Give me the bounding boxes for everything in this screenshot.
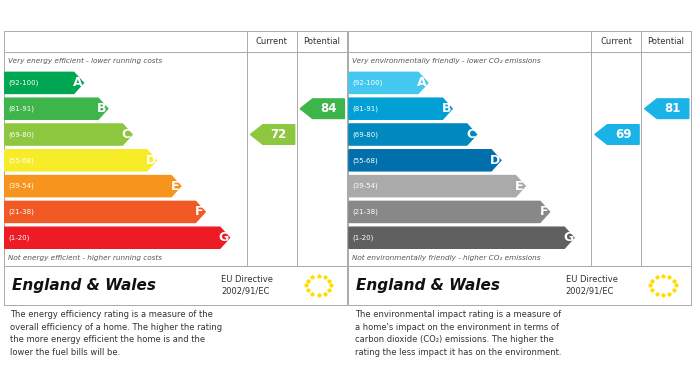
- Text: B: B: [442, 102, 451, 115]
- Text: F: F: [195, 205, 204, 219]
- Text: (69-80): (69-80): [8, 131, 34, 138]
- Text: Very energy efficient - lower running costs: Very energy efficient - lower running co…: [8, 58, 162, 64]
- Text: (21-38): (21-38): [352, 209, 378, 215]
- Text: Energy Efficiency Rating: Energy Efficiency Rating: [12, 9, 174, 22]
- Text: E: E: [171, 179, 179, 193]
- Text: (39-54): (39-54): [8, 183, 34, 189]
- Polygon shape: [251, 125, 295, 144]
- Text: (1-20): (1-20): [352, 235, 374, 241]
- Text: 69: 69: [615, 128, 631, 141]
- Text: Environmental Impact (CO₂) Rating: Environmental Impact (CO₂) Rating: [356, 9, 589, 22]
- Text: Potential: Potential: [303, 37, 340, 47]
- Text: Not environmentally friendly - higher CO₂ emissions: Not environmentally friendly - higher CO…: [352, 255, 540, 261]
- Text: Current: Current: [601, 37, 632, 47]
- Polygon shape: [4, 72, 83, 93]
- Polygon shape: [349, 227, 574, 248]
- Text: D: D: [146, 154, 156, 167]
- Text: 81: 81: [665, 102, 681, 115]
- Text: The energy efficiency rating is a measure of the
overall efficiency of a home. T: The energy efficiency rating is a measur…: [10, 310, 223, 357]
- Polygon shape: [349, 72, 428, 93]
- Polygon shape: [4, 227, 230, 248]
- Polygon shape: [349, 176, 525, 197]
- Text: 84: 84: [321, 102, 337, 115]
- Text: C: C: [466, 128, 475, 141]
- Polygon shape: [349, 201, 550, 222]
- Text: (21-38): (21-38): [8, 209, 34, 215]
- Text: (55-68): (55-68): [352, 157, 378, 163]
- Text: E: E: [515, 179, 524, 193]
- Text: (39-54): (39-54): [352, 183, 378, 189]
- Text: The environmental impact rating is a measure of
a home's impact on the environme: The environmental impact rating is a mea…: [355, 310, 561, 357]
- Text: EU Directive
2002/91/EC: EU Directive 2002/91/EC: [221, 275, 273, 296]
- Text: A: A: [417, 76, 427, 90]
- Polygon shape: [300, 99, 344, 118]
- Polygon shape: [349, 124, 477, 145]
- Text: D: D: [490, 154, 500, 167]
- Text: (92-100): (92-100): [352, 80, 383, 86]
- Text: Not energy efficient - higher running costs: Not energy efficient - higher running co…: [8, 255, 162, 261]
- Text: B: B: [97, 102, 106, 115]
- Text: (92-100): (92-100): [8, 80, 38, 86]
- Text: (81-91): (81-91): [352, 106, 379, 112]
- Text: England & Wales: England & Wales: [12, 278, 156, 293]
- Polygon shape: [645, 99, 689, 118]
- Polygon shape: [4, 98, 108, 119]
- Polygon shape: [4, 201, 205, 222]
- Polygon shape: [595, 125, 639, 144]
- Polygon shape: [4, 124, 132, 145]
- Text: Very environmentally friendly - lower CO₂ emissions: Very environmentally friendly - lower CO…: [352, 58, 540, 64]
- Polygon shape: [4, 176, 181, 197]
- Text: G: G: [563, 231, 573, 244]
- Text: (55-68): (55-68): [8, 157, 34, 163]
- Text: 72: 72: [271, 128, 287, 141]
- Polygon shape: [4, 150, 157, 171]
- Polygon shape: [349, 98, 452, 119]
- Text: F: F: [540, 205, 548, 219]
- Text: (69-80): (69-80): [352, 131, 379, 138]
- Text: (1-20): (1-20): [8, 235, 29, 241]
- Text: England & Wales: England & Wales: [356, 278, 500, 293]
- Text: (81-91): (81-91): [8, 106, 34, 112]
- Polygon shape: [349, 150, 501, 171]
- Text: A: A: [73, 76, 83, 90]
- Text: G: G: [218, 231, 229, 244]
- Text: C: C: [122, 128, 131, 141]
- Text: Current: Current: [256, 37, 288, 47]
- Text: Potential: Potential: [648, 37, 685, 47]
- Text: EU Directive
2002/91/EC: EU Directive 2002/91/EC: [566, 275, 617, 296]
